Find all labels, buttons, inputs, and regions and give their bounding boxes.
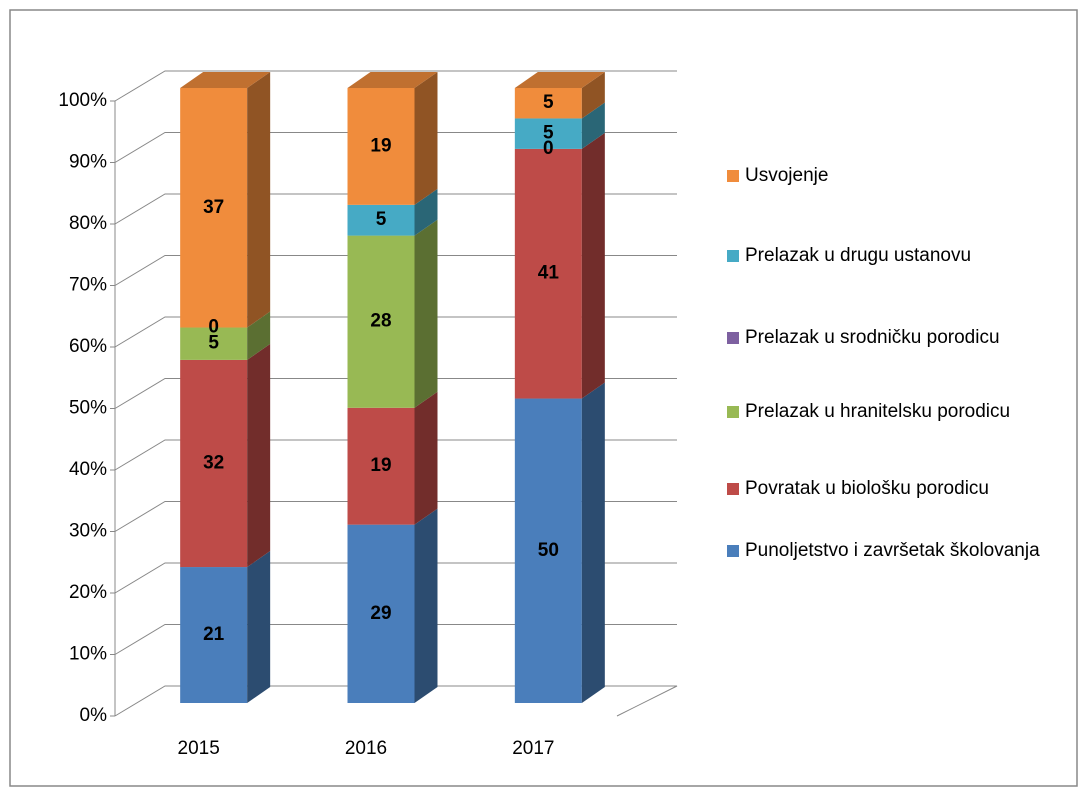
bar-segment: [347, 524, 415, 703]
x-tick-label: 2016: [345, 738, 387, 759]
value-label: 19: [370, 135, 391, 156]
legend-item: Povratak u biološku porodicu: [727, 473, 1067, 505]
y-tick-label: 100%: [58, 90, 107, 111]
y-tick-label: 90%: [69, 152, 107, 173]
grid-line: [114, 562, 677, 594]
bar-segment: [347, 204, 415, 236]
bar-top: [180, 72, 271, 88]
bar-side: [247, 72, 271, 328]
value-label: 5: [543, 92, 554, 113]
bar-segment: [514, 118, 582, 149]
legend-swatch: [727, 406, 739, 418]
bar-side: [414, 72, 438, 205]
legend-swatch: [727, 250, 739, 262]
bar-side: [414, 219, 438, 408]
legend-label: Povratak u biološku porodicu: [745, 478, 989, 499]
bar-segment: [180, 88, 248, 328]
y-tick-label: 0%: [80, 705, 108, 726]
bar-side: [581, 72, 605, 119]
x-tick-label: 2015: [178, 738, 220, 759]
grid-line: [114, 132, 677, 163]
y-tick-label: 20%: [69, 582, 107, 603]
bar-segment: [514, 148, 582, 399]
value-label: 50: [538, 540, 559, 561]
bar-side: [247, 311, 271, 360]
bar-segment: [347, 407, 415, 525]
grid-line: [114, 501, 677, 532]
value-label: 19: [370, 455, 391, 476]
y-tick-label: 60%: [69, 336, 107, 357]
value-label: 5: [376, 209, 387, 230]
bar-side: [581, 132, 605, 399]
legend-swatch: [727, 545, 739, 557]
value-label: 0: [208, 317, 219, 338]
legend-swatch: [727, 170, 739, 182]
value-label: 28: [370, 311, 391, 332]
legend-item: Prelazak u hranitelsku porodicu: [727, 396, 1067, 428]
value-label: 5: [208, 333, 219, 354]
value-label: 5: [543, 123, 554, 144]
grid-line: [114, 255, 677, 286]
bar-segment: [180, 359, 248, 568]
grid-line: [114, 193, 677, 225]
value-label: 21: [203, 624, 225, 645]
legend-swatch: [727, 332, 739, 344]
bar-side: [414, 391, 438, 525]
legend: Usvojenje Prelazak u drugu ustanovu Prelaz…: [727, 160, 1067, 567]
bar-segment: [180, 327, 248, 360]
grid-line: [114, 70, 677, 102]
legend-label: Prelazak u drugu ustanovu: [745, 245, 972, 266]
y-tick-label: 50%: [69, 398, 107, 419]
legend-label: Prelazak u hranitelsku porodicu: [745, 401, 1011, 422]
bar-side: [247, 343, 271, 568]
y-tick-label: 80%: [69, 213, 107, 234]
bar-segment: [514, 88, 582, 119]
bar-segment: [347, 88, 415, 205]
y-tick-label: 70%: [69, 275, 107, 296]
legend-item: Punoljetstvo i završetak školovanja: [727, 535, 1067, 567]
bar-side: [247, 551, 271, 703]
legend-swatch: [727, 483, 739, 495]
bar-segment: [347, 235, 415, 408]
grid-line: [114, 378, 677, 409]
y-tick-label: 30%: [69, 521, 107, 542]
grid-line: [114, 624, 677, 655]
value-label: 29: [370, 603, 391, 624]
value-label: 0: [543, 138, 554, 159]
bar-segment: [514, 398, 582, 703]
value-label: 41: [538, 263, 560, 284]
legend-item: Prelazak u drugu ustanovu: [727, 240, 1067, 272]
legend-item: Prelazak u srodničku porodicu: [727, 322, 1067, 354]
value-label: 37: [203, 197, 224, 218]
bar-segment: [180, 567, 248, 703]
legend-label: Punoljetstvo i završetak školovanja: [745, 540, 1040, 561]
bar-side: [581, 102, 605, 149]
bar-top: [347, 72, 438, 88]
y-tick-label: 10%: [69, 644, 107, 665]
bar-top: [514, 72, 605, 88]
bar-side: [414, 508, 438, 703]
grid-line: [114, 316, 677, 348]
grid-line: [114, 439, 677, 471]
value-label: 32: [203, 452, 224, 473]
legend-label: Usvojenje: [745, 165, 829, 186]
y-tick-label: 40%: [69, 459, 107, 480]
bar-side: [581, 382, 605, 703]
legend-label: Prelazak u srodničku porodicu: [745, 327, 1000, 348]
bar-side: [414, 188, 438, 236]
x-tick-label: 2017: [512, 738, 554, 759]
legend-item: Usvojenje: [727, 160, 1067, 192]
